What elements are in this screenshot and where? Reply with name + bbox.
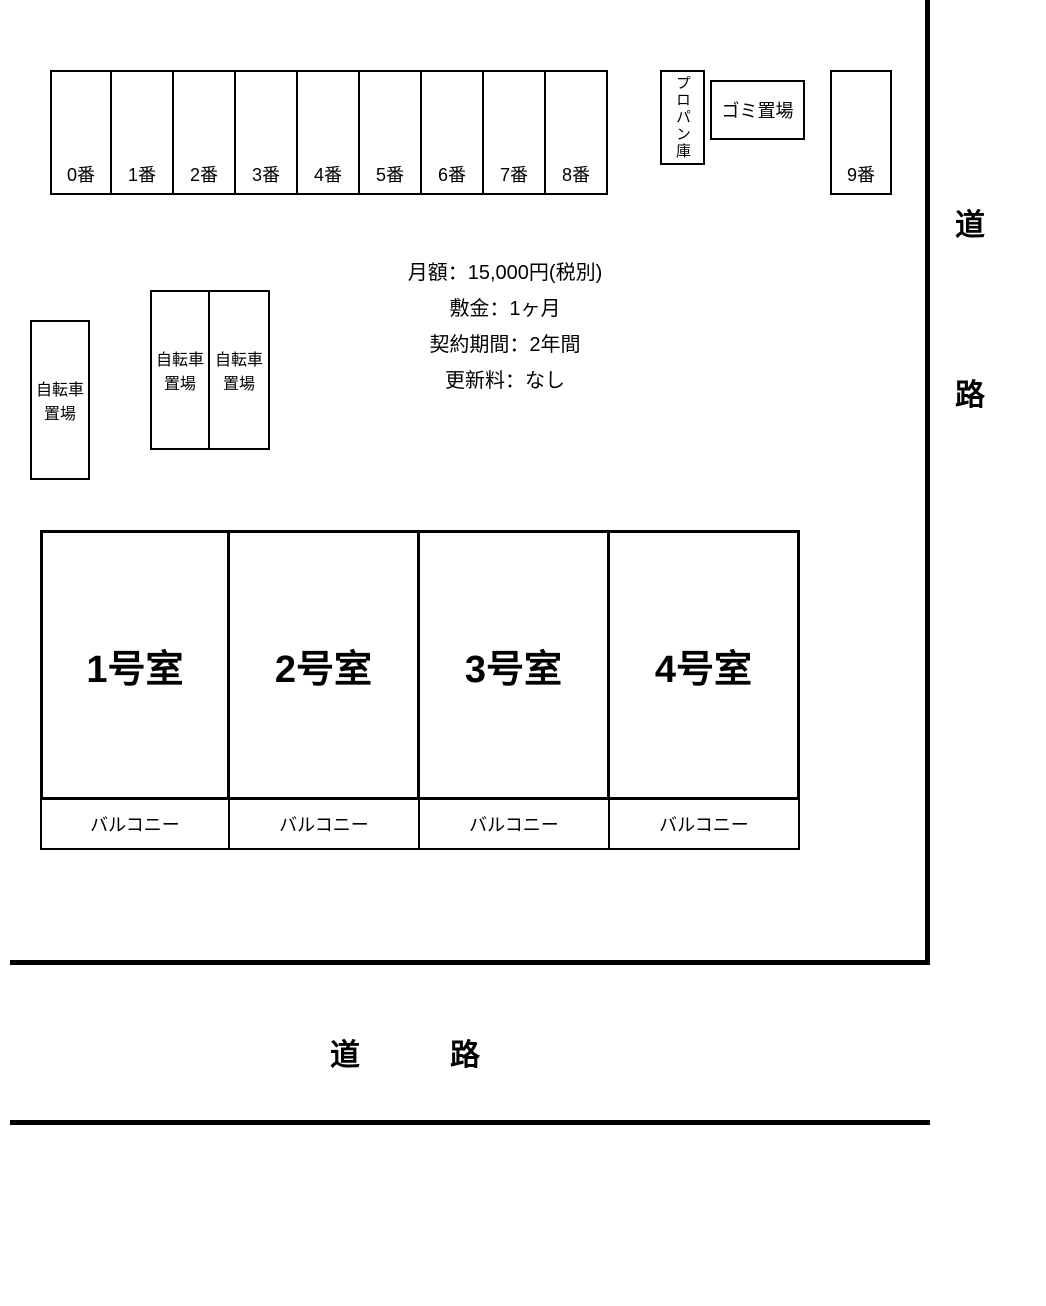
bike-parking-0: 自転車置場 [30, 320, 90, 480]
balcony-label: バルコニー [659, 811, 749, 837]
info-deposit: 敷金：1ヶ月 [360, 291, 650, 327]
parking-slot-label: 5番 [376, 161, 404, 187]
parking-slot-label: 7番 [500, 161, 528, 187]
parking-slot-3: 3番 [236, 70, 298, 195]
bike-parking-label: 自転車置場 [32, 376, 88, 424]
balcony-2: バルコニー [230, 800, 420, 850]
room-2: 2号室 [230, 530, 420, 800]
right-road-label-bottom: 路 [955, 370, 985, 414]
balcony-3: バルコニー [420, 800, 610, 850]
bike-parking-label: 自転車置場 [152, 346, 208, 394]
room-label: 2号室 [275, 638, 372, 693]
room-row: 1号室 2号室 3号室 4号室 [40, 530, 800, 800]
balcony-label: バルコニー [469, 811, 559, 837]
parking-slot-label: 9番 [847, 161, 875, 187]
parking-slot-9: 9番 [830, 70, 892, 195]
balcony-row: バルコニー バルコニー バルコニー バルコニー [40, 800, 800, 850]
garbage-label: ゴミ置場 [722, 97, 794, 123]
bottom-road-line-2 [10, 1120, 930, 1125]
room-label: 4号室 [655, 638, 752, 693]
parking-slot-8: 8番 [546, 70, 608, 195]
parking-slot-4: 4番 [298, 70, 360, 195]
parking-slot-label: 3番 [252, 161, 280, 187]
info-monthly: 月額：15,000円(税別) [360, 255, 650, 291]
parking-slot-6: 6番 [422, 70, 484, 195]
room-3: 3号室 [420, 530, 610, 800]
parking-slot-label: 1番 [128, 161, 156, 187]
parking-slot-label: 8番 [562, 161, 590, 187]
garbage-area: ゴミ置場 [710, 80, 805, 140]
room-label: 1号室 [86, 638, 183, 693]
info-renewal: 更新料：なし [360, 363, 650, 399]
right-road-label-top: 道 [955, 200, 985, 244]
parking-slot-0: 0番 [50, 70, 112, 195]
parking-slot-label: 4番 [314, 161, 342, 187]
parking-slot-label: 6番 [438, 161, 466, 187]
parking-slot-7: 7番 [484, 70, 546, 195]
site-plan-canvas: 0番 1番 2番 3番 4番 5番 6番 7番 8番 プロパン庫 ゴミ置場 9番… [0, 0, 1046, 1306]
info-term: 契約期間：2年間 [360, 327, 650, 363]
parking-slot-2: 2番 [174, 70, 236, 195]
bottom-road-label: 道 路 [330, 1030, 510, 1074]
bike-parking-2: 自転車置場 [210, 290, 270, 450]
right-road-line [925, 0, 930, 960]
pricing-info: 月額：15,000円(税別) 敷金：1ヶ月 契約期間：2年間 更新料：なし [360, 255, 650, 399]
balcony-1: バルコニー [40, 800, 230, 850]
room-4: 4号室 [610, 530, 800, 800]
room-label: 3号室 [465, 638, 562, 693]
balcony-4: バルコニー [610, 800, 800, 850]
room-1: 1号室 [40, 530, 230, 800]
balcony-label: バルコニー [90, 811, 180, 837]
bike-parking-label: 自転車置場 [210, 346, 268, 394]
parking-slot-label: 0番 [67, 161, 95, 187]
parking-slot-5: 5番 [360, 70, 422, 195]
bottom-road-line-1 [10, 960, 930, 965]
balcony-label: バルコニー [279, 811, 369, 837]
propane-storage: プロパン庫 [660, 70, 705, 165]
parking-slot-label: 2番 [190, 161, 218, 187]
parking-slot-1: 1番 [112, 70, 174, 195]
bike-parking-1: 自転車置場 [150, 290, 210, 450]
propane-label: プロパン庫 [672, 75, 693, 160]
